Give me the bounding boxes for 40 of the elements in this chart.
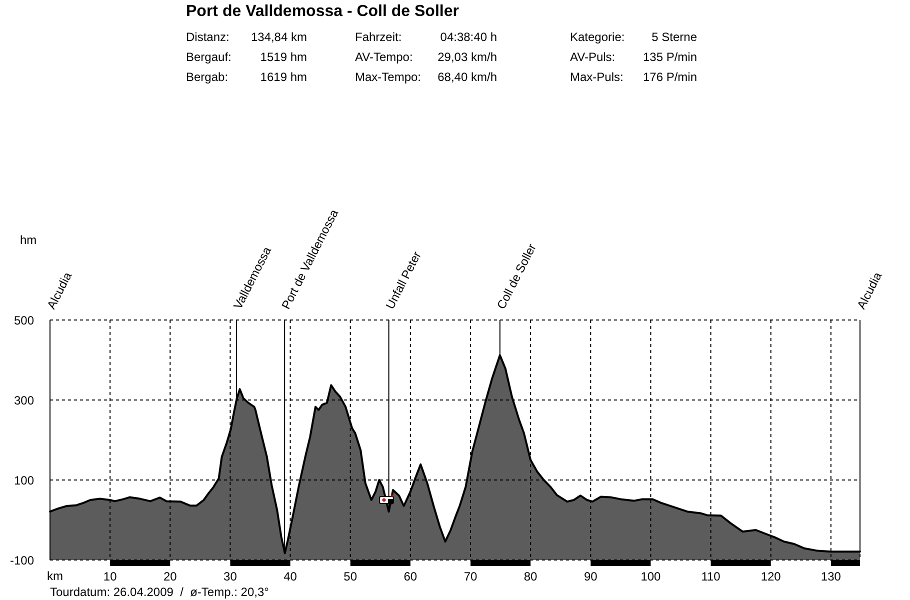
ref-line-label: Coll de Soller (494, 241, 540, 312)
text: AV-Tempo: (355, 50, 413, 64)
text: Tourdatum: 26.04.2009 / ø-Temp.: 20,3° (50, 585, 269, 599)
text: Bergauf: (186, 50, 232, 64)
text: 176 P/min (642, 70, 697, 84)
text: 5 Sterne (652, 30, 697, 44)
x-tick-label: 120 (760, 570, 782, 584)
text: Fahrzeit: (355, 30, 402, 44)
text: Max-Tempo: (355, 70, 422, 84)
text: Distanz: (186, 30, 230, 44)
text: 1619 hm (260, 70, 307, 84)
text: 68,40 km/h (438, 70, 497, 84)
text: 29,03 km/h (438, 50, 497, 64)
text: 1519 hm (260, 50, 307, 64)
x-tick-label: 30 (224, 570, 238, 584)
y-tick-label: 500 (14, 313, 34, 328)
y-tick-label: 300 (14, 393, 34, 408)
text: 135 P/min (642, 50, 697, 64)
text: hm (20, 233, 37, 247)
x-tick-label: 70 (464, 570, 478, 584)
y-tick-label: -100 (10, 553, 34, 568)
text: 04:38:40 h (440, 30, 497, 44)
chart-title: Port de Valldemossa - Coll de Soller (186, 3, 459, 20)
x-tick-label: 100 (640, 570, 662, 584)
text: 134,84 km (250, 30, 307, 44)
x-tick-label: 50 (344, 570, 358, 584)
x-tick-label: 80 (524, 570, 538, 584)
x-axis-title: km (47, 569, 63, 583)
x-tick-label: 90 (584, 570, 598, 584)
x-tick-label: 20 (163, 570, 178, 584)
x-tick-label: 130 (820, 570, 842, 584)
text: Max-Puls: (570, 70, 624, 84)
text: Bergab: (186, 70, 228, 84)
x-tick-label: 60 (404, 570, 418, 584)
x-tick-label: 110 (701, 570, 721, 584)
text: Kategorie: (570, 30, 625, 44)
x-tick-label: 10 (103, 570, 118, 584)
x-tick-label: 40 (284, 570, 298, 584)
text: AV-Puls: (570, 50, 616, 64)
y-tick-label: 100 (14, 473, 34, 488)
